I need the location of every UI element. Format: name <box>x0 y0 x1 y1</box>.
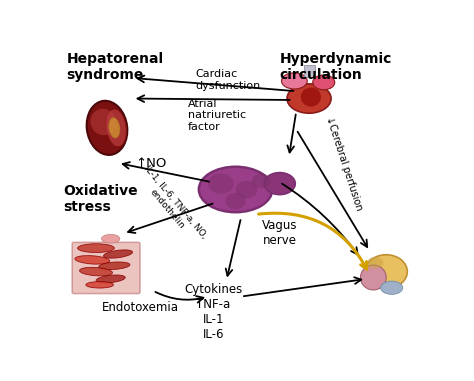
Ellipse shape <box>78 244 114 253</box>
Ellipse shape <box>287 84 331 113</box>
Ellipse shape <box>381 281 403 295</box>
Ellipse shape <box>101 234 120 243</box>
Ellipse shape <box>264 173 295 195</box>
Text: IL-1, IL-6, TNF-a, NO,
endothelin: IL-1, IL-6, TNF-a, NO, endothelin <box>134 164 209 247</box>
Ellipse shape <box>80 267 112 276</box>
Text: Endotoxemia: Endotoxemia <box>101 301 179 314</box>
Text: Cytokines
TNF-a
IL-1
IL-6: Cytokines TNF-a IL-1 IL-6 <box>184 283 243 341</box>
Circle shape <box>225 193 246 210</box>
FancyBboxPatch shape <box>72 242 140 294</box>
Ellipse shape <box>96 275 125 283</box>
Text: ↓Cerebral perfusion: ↓Cerebral perfusion <box>324 115 364 211</box>
Text: Vagus
nerve: Vagus nerve <box>262 219 297 248</box>
Ellipse shape <box>199 167 272 212</box>
Ellipse shape <box>367 257 383 269</box>
Ellipse shape <box>109 118 120 138</box>
Ellipse shape <box>99 262 130 270</box>
Ellipse shape <box>91 109 116 135</box>
Text: Cardiac
dysfunction: Cardiac dysfunction <box>195 69 260 91</box>
Text: Hepatorenal
syndrome: Hepatorenal syndrome <box>66 51 164 82</box>
Circle shape <box>236 181 258 198</box>
Text: ↑NO: ↑NO <box>136 157 167 170</box>
Ellipse shape <box>103 250 133 258</box>
Ellipse shape <box>282 73 307 89</box>
Ellipse shape <box>86 282 113 288</box>
Ellipse shape <box>106 109 127 147</box>
Text: Oxidative
stress: Oxidative stress <box>63 184 137 214</box>
Ellipse shape <box>301 88 321 107</box>
Ellipse shape <box>87 101 128 155</box>
Ellipse shape <box>365 255 407 288</box>
FancyBboxPatch shape <box>304 66 316 77</box>
Text: Hyperdynamic
circulation: Hyperdynamic circulation <box>280 51 392 82</box>
Ellipse shape <box>313 75 335 90</box>
Circle shape <box>252 173 271 188</box>
Ellipse shape <box>75 256 109 264</box>
Circle shape <box>208 173 234 194</box>
Text: Atrial
natriuretic
factor: Atrial natriuretic factor <box>188 99 246 132</box>
Ellipse shape <box>360 265 386 290</box>
